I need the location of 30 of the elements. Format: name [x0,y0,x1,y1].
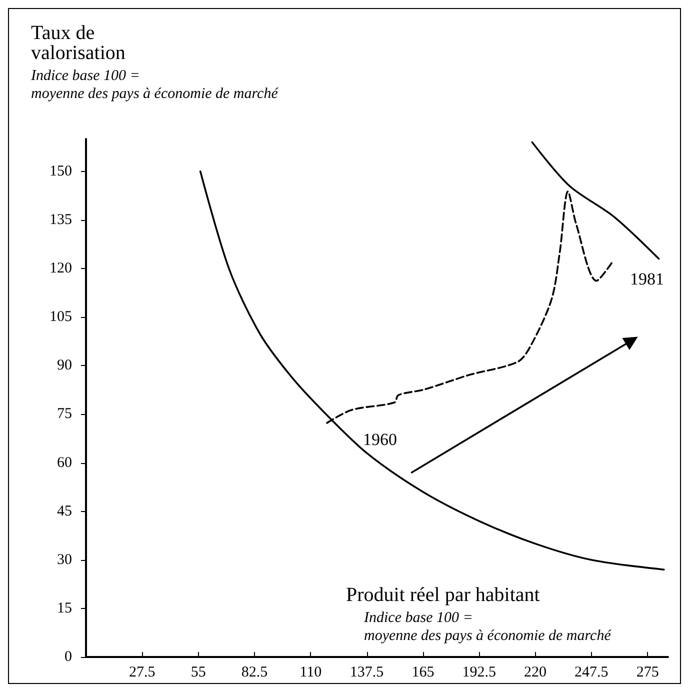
text: Indice base 100 = moyenne des pays à économie de marché [30,68,280,102]
y-axis-title: Taux de valorisation [31,22,126,64]
y-tick-label: 90 [57,358,72,374]
y-tick-label: 75 [57,406,72,422]
annotation: 1981 [630,270,664,289]
x-tick-label: 247.5 [574,664,608,680]
y-tick-label: 60 [57,454,72,471]
y-tick-label: 0 [64,649,72,665]
x-tick-label: 275 [636,664,659,680]
x-tick-label: 192.5 [462,664,496,680]
y-tick-label: 120 [50,260,72,276]
line-series [199,170,665,570]
y-tick-label: 150 [50,163,72,180]
x-tick-label: 165 [412,664,434,680]
x-tick-label: 82.5 [241,664,268,680]
x-tick-label: 55 [190,664,206,680]
line-series [531,141,660,260]
y-tick-label: 30 [57,552,72,568]
y-tick-label: 15 [57,600,72,616]
annotation: 1960 [362,430,397,449]
x-tick-label: 110 [300,664,322,680]
y-tick-label: 105 [50,309,72,326]
x-tick-label: 220 [524,664,547,680]
line-series [326,190,613,424]
x-tick-label: 27.5 [129,664,156,680]
y-tick-label: 135 [50,212,72,228]
x-tick-label: 137.5 [350,664,384,680]
annotation: Indice base 100 = moyenne des pays à économie de marché [363,610,612,644]
y-tick-label: 45 [57,503,72,520]
x-axis-title: Produit réel par habitant [346,584,540,606]
